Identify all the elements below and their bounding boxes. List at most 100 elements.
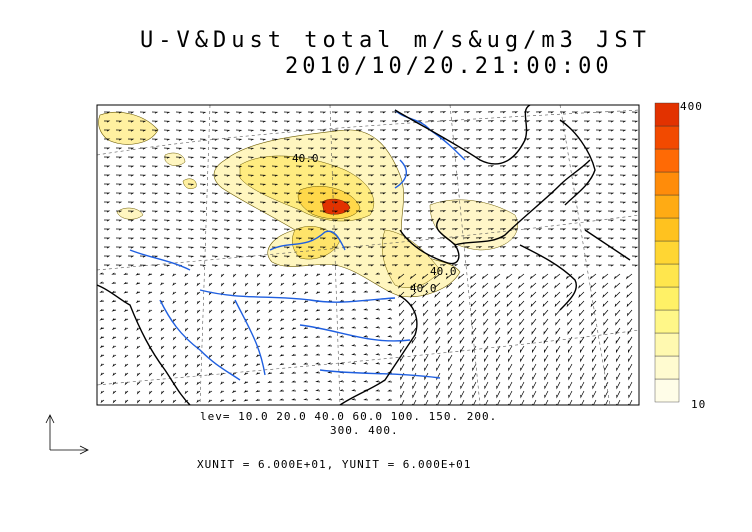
wind-arrow xyxy=(199,138,207,141)
colorbar-swatch xyxy=(654,240,680,265)
wind-arrow xyxy=(604,390,609,399)
wind-arrow xyxy=(379,183,387,186)
wind-arrow xyxy=(112,390,117,395)
wind-arrow xyxy=(136,354,141,359)
wind-arrow xyxy=(220,327,225,332)
wind-arrow xyxy=(115,219,123,222)
wind-arrow xyxy=(208,381,213,386)
wind-arrow xyxy=(496,345,501,354)
wind-arrow xyxy=(208,327,213,332)
wind-arrow xyxy=(607,237,615,240)
wind-arrow xyxy=(427,156,435,159)
wind-arrow xyxy=(247,210,255,213)
wind-arrow xyxy=(519,336,525,345)
wind-arrow xyxy=(199,111,207,114)
wind-arrow xyxy=(124,372,129,377)
wind-arrow xyxy=(547,129,555,132)
wind-arrow xyxy=(220,381,225,385)
wind-arrow xyxy=(223,246,231,249)
wind-arrow xyxy=(427,192,435,195)
wind-arrow xyxy=(319,156,327,159)
wind-arrow xyxy=(483,336,489,345)
wind-arrow xyxy=(339,398,345,401)
wind-arrow xyxy=(139,219,147,222)
wind-arrow xyxy=(291,398,297,401)
wind-arrow xyxy=(135,309,141,313)
wind-arrow xyxy=(470,309,477,317)
wind-arrow xyxy=(463,138,471,141)
wind-arrow xyxy=(508,363,513,372)
wind-arrow xyxy=(556,381,561,390)
wind-arrow xyxy=(199,264,207,267)
wind-arrow xyxy=(127,264,135,267)
wind-arrow xyxy=(511,201,519,204)
wind-arrow xyxy=(471,327,477,335)
wind-arrow xyxy=(175,210,183,213)
wind-arrow xyxy=(319,111,327,114)
wind-arrow xyxy=(292,291,297,295)
wind-arrow xyxy=(295,147,303,150)
wind-arrow xyxy=(577,273,585,280)
wind-arrow xyxy=(556,354,561,363)
wind-arrow xyxy=(463,174,471,177)
wind-arrow xyxy=(235,201,243,204)
wind-arrow xyxy=(184,327,189,332)
wind-arrow xyxy=(451,228,459,231)
wind-arrow xyxy=(327,290,333,294)
wind-arrow xyxy=(124,345,129,349)
wind-arrow xyxy=(583,156,591,159)
wind-arrow xyxy=(631,183,639,186)
wind-arrow xyxy=(424,381,429,390)
wind-arrow xyxy=(172,372,177,377)
wind-arrow xyxy=(184,363,189,368)
wind-arrow xyxy=(475,219,483,222)
wind-arrow xyxy=(279,336,285,339)
wind-arrow xyxy=(199,192,207,195)
wind-arrow xyxy=(303,282,309,286)
wind-arrow xyxy=(616,354,621,363)
wind-arrow xyxy=(343,201,351,204)
wind-arrow xyxy=(127,246,135,249)
wind-arrow xyxy=(139,192,147,195)
wind-arrow xyxy=(508,381,513,390)
wind-arrow xyxy=(172,363,177,368)
wind-arrow xyxy=(403,111,411,114)
wind-arrow xyxy=(379,165,387,168)
wind-arrow xyxy=(475,201,483,204)
wind-arrow xyxy=(111,327,117,331)
wind-arrow xyxy=(136,381,141,386)
wind-arrow xyxy=(472,390,477,399)
wind-arrow xyxy=(327,308,333,312)
wind-arrow xyxy=(199,120,207,123)
wind-arrow xyxy=(523,183,531,186)
wind-arrow xyxy=(469,273,477,280)
wind-arrow xyxy=(291,327,297,330)
wind-arrow xyxy=(267,327,273,331)
wind-arrow xyxy=(507,336,513,345)
wind-arrow xyxy=(607,147,615,150)
wind-arrow xyxy=(268,282,273,287)
wind-arrow xyxy=(295,210,303,213)
wind-arrow xyxy=(315,398,321,401)
wind-arrow xyxy=(422,291,429,299)
wind-arrow xyxy=(422,300,429,308)
wind-arrow xyxy=(559,255,567,258)
wind-arrow xyxy=(271,219,279,222)
wind-arrow xyxy=(115,138,123,141)
wind-arrow xyxy=(199,210,207,213)
wind-arrow xyxy=(235,264,243,267)
wind-arrow xyxy=(355,237,363,240)
wind-arrow xyxy=(529,273,537,280)
wind-arrow xyxy=(139,228,147,231)
wind-arrow xyxy=(571,237,579,240)
wind-arrow xyxy=(103,174,111,177)
wind-arrow xyxy=(499,120,507,123)
wind-arrow xyxy=(535,228,543,231)
wind-arrow xyxy=(271,192,279,195)
wind-arrow xyxy=(232,354,237,358)
wind-arrow xyxy=(399,336,405,345)
wind-arrow xyxy=(163,246,171,249)
wind-arrow xyxy=(151,147,159,150)
wind-arrow xyxy=(99,290,105,293)
colorbar-swatch xyxy=(654,286,680,311)
